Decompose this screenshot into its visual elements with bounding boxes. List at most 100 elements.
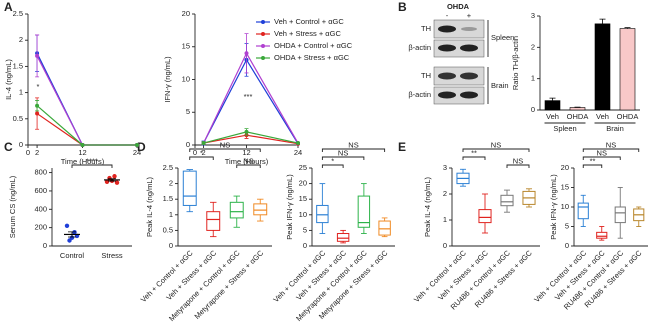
blot-lane: + <box>467 11 472 20</box>
point <box>104 179 110 184</box>
legend-marker <box>261 44 265 48</box>
y-tick-label: 25 <box>299 163 307 172</box>
y-tick-label: 15 <box>182 42 190 51</box>
y-tick-label: 15 <box>561 182 569 191</box>
significance-bracket <box>71 164 113 168</box>
blot-row-label: TH <box>421 71 431 80</box>
significance-label: NS <box>243 156 253 165</box>
panel-label: C <box>4 140 13 154</box>
y-tick-label: 2.5 <box>163 163 173 172</box>
y-tick-label: 0 <box>186 140 190 149</box>
significance-bracket <box>321 164 344 168</box>
y-tick-label: 400 <box>34 204 47 213</box>
significance-label: NS <box>220 140 230 149</box>
y-axis-label: IL-4 (ng/mL) <box>4 59 13 100</box>
y-tick-label: 1 <box>169 210 173 219</box>
tissue-label: Spleen <box>491 33 514 42</box>
significance-bracket <box>462 156 486 160</box>
legend-marker <box>261 20 265 24</box>
significance-label: NS <box>597 148 607 157</box>
y-tick-label: 0 <box>43 241 47 250</box>
box <box>336 233 350 242</box>
band <box>438 72 456 80</box>
point <box>296 141 300 146</box>
panel-label: B <box>398 0 407 14</box>
point <box>135 143 139 147</box>
y-axis-label: Peak IL-4 (ng/mL) <box>423 176 432 237</box>
panel-label: D <box>137 140 146 154</box>
point <box>112 174 117 179</box>
significance-bracket <box>189 148 261 152</box>
tissue-label: Brain <box>491 81 509 90</box>
series-line <box>36 53 137 146</box>
group-label: Brain <box>606 124 624 133</box>
y-tick-label: 10 <box>182 74 190 83</box>
box <box>596 231 608 239</box>
point <box>35 53 40 58</box>
x-axis-label: Time (Hours) <box>225 157 269 166</box>
point <box>35 103 40 108</box>
box <box>357 195 371 228</box>
point <box>244 51 249 56</box>
box <box>182 170 197 206</box>
y-tick-label: 20 <box>561 163 569 172</box>
error-bar <box>599 18 606 24</box>
blot-row-label: β-actin <box>408 90 431 99</box>
y-axis-label: IFN-γ (ng/mL) <box>163 56 172 103</box>
y-tick-label: 0.5 <box>163 225 173 234</box>
y-tick-label: 1 <box>443 215 447 224</box>
y-tick-label: 5 <box>303 225 307 234</box>
y-tick-label: 10 <box>299 210 307 219</box>
panel-label: A <box>4 0 13 14</box>
legend-label: OHDA + Stress + αGC <box>274 53 350 62</box>
point <box>114 180 120 185</box>
blot-row-label: β-actin <box>408 43 431 52</box>
y-tick-label: 5 <box>186 107 190 116</box>
y-tick-label: 2 <box>19 35 23 44</box>
y-tick-label: 0.5 <box>13 114 23 123</box>
blot-lane: - <box>446 11 449 20</box>
significance-bracket <box>462 148 530 152</box>
significance-bracket <box>236 164 261 168</box>
y-tick-label: 2 <box>169 179 173 188</box>
blot-row <box>433 86 485 105</box>
y-tick-label: 2.5 <box>13 9 23 18</box>
y-tick-label: 20 <box>182 9 190 18</box>
x-tick-label: 0 <box>26 148 30 157</box>
significance-label: NS <box>491 140 501 149</box>
y-tick-label: 0 <box>303 241 307 250</box>
x-axis-label: Time (Hours) <box>61 157 105 166</box>
y-tick-label: 200 <box>34 223 47 232</box>
x-tick-label: 2 <box>35 148 39 157</box>
annotation: *** <box>244 92 253 101</box>
box <box>316 204 329 224</box>
western-blot: OHDA - + TH β-actin TH β-actin Spleen Br… <box>408 2 514 105</box>
significance-bracket <box>321 156 365 160</box>
error-bar <box>624 27 631 29</box>
blot-treatment: OHDA <box>447 2 470 11</box>
y-tick-label: 1 <box>19 88 23 97</box>
bar <box>544 100 561 111</box>
series-line <box>36 105 137 146</box>
box <box>500 194 514 207</box>
band <box>461 27 477 31</box>
y-tick-label: 20 <box>299 179 307 188</box>
y-axis-label: Ratio TH/β-actin <box>511 36 520 90</box>
y-axis-label: Peak IFN-γ (ng/mL) <box>285 174 294 240</box>
legend-label: OHDA + Control + αGC <box>274 41 353 50</box>
point <box>201 141 206 146</box>
x-tick-label: OHDA <box>617 112 639 121</box>
y-tick-label: 600 <box>34 186 47 195</box>
significance-bracket <box>189 156 214 160</box>
y-tick-label: 0 <box>19 140 23 149</box>
error-bar <box>108 178 116 182</box>
significance-bracket <box>582 164 603 168</box>
blot-row <box>433 66 485 86</box>
significance-label: **** <box>86 156 98 165</box>
y-tick-label: 3 <box>531 11 535 20</box>
y-tick-label: 1 <box>531 74 535 83</box>
band <box>438 25 456 33</box>
box <box>206 211 221 231</box>
point <box>64 223 70 229</box>
